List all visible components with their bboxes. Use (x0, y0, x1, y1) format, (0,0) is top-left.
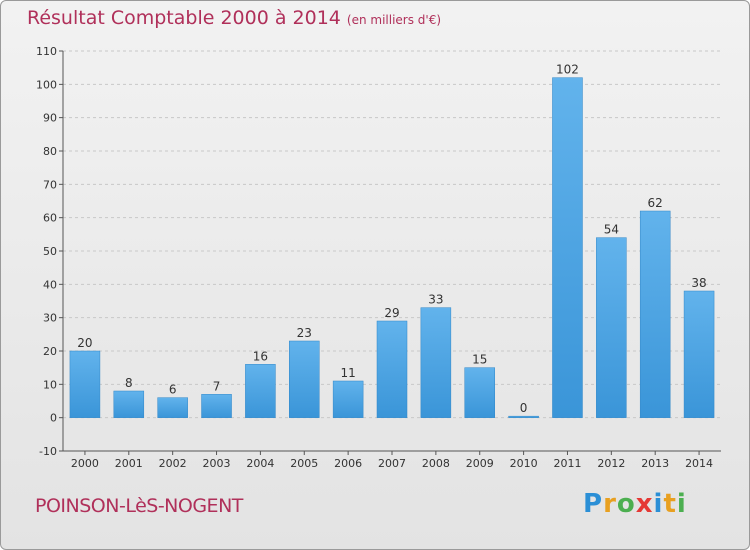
y-tick-label: 90 (43, 112, 57, 125)
x-tick-label: 2013 (641, 457, 669, 470)
x-tick-label: 2008 (422, 457, 450, 470)
y-tick-label: 0 (50, 412, 57, 425)
x-tick-label: 2006 (334, 457, 362, 470)
proxiti-logo: Proxiti (583, 489, 687, 519)
bar (508, 415, 539, 418)
data-label: 29 (384, 306, 399, 320)
chart-title: Résultat Comptable 2000 à 2014 (en millie… (27, 7, 441, 29)
x-tick-label: 2002 (159, 457, 187, 470)
y-tick-label: 100 (36, 78, 57, 91)
logo-letter: t (663, 489, 677, 519)
y-tick-label: 50 (43, 245, 57, 258)
x-tick-label: 2010 (510, 457, 538, 470)
data-label: 0 (520, 401, 528, 415)
x-tick-label: 2001 (115, 457, 143, 470)
bar (464, 367, 495, 418)
y-tick-label: 20 (43, 345, 57, 358)
commune-name: POINSON-LèS-NOGENT (35, 495, 243, 517)
bar (245, 364, 276, 418)
data-label: 6 (169, 383, 177, 397)
data-label: 11 (340, 366, 355, 380)
x-tick-label: 2011 (553, 457, 581, 470)
logo-letter: r (603, 489, 617, 519)
x-tick-label: 2007 (378, 457, 406, 470)
bar (596, 237, 627, 418)
y-tick-label: 10 (43, 378, 57, 391)
data-label: 62 (648, 196, 663, 210)
x-tick-label: 2012 (597, 457, 625, 470)
y-tick-label: 40 (43, 278, 57, 291)
data-label: 33 (428, 293, 443, 307)
data-label: 15 (472, 353, 487, 367)
chart-title-main: Résultat Comptable 2000 à 2014 (27, 7, 341, 29)
logo-letter: i (676, 489, 687, 519)
bar (201, 394, 232, 418)
x-tick-label: 2005 (290, 457, 318, 470)
bar (552, 77, 583, 418)
bar (420, 307, 452, 418)
bar (683, 290, 715, 418)
data-label: 7 (213, 379, 221, 393)
data-label: 23 (297, 326, 312, 340)
x-tick-label: 2000 (71, 457, 99, 470)
y-tick-label: -10 (39, 445, 57, 458)
y-tick-label: 110 (36, 45, 57, 58)
x-tick-label: 2004 (246, 457, 274, 470)
bar (289, 340, 320, 418)
data-label: 20 (77, 336, 92, 350)
x-tick-label: 2009 (466, 457, 494, 470)
data-label: 16 (253, 349, 268, 363)
data-label: 38 (691, 276, 706, 290)
y-tick-label: 60 (43, 212, 57, 225)
data-label: 54 (604, 223, 619, 237)
bar (376, 320, 408, 418)
logo-letter: o (616, 489, 636, 519)
bar (69, 350, 101, 418)
logo-letter: x (635, 489, 654, 519)
data-label: 102 (556, 63, 579, 77)
x-tick-label: 2014 (685, 457, 713, 470)
bar (113, 390, 145, 418)
bar (639, 210, 671, 418)
y-tick-label: 70 (43, 178, 57, 191)
x-tick-label: 2003 (203, 457, 231, 470)
logo-letter: i (653, 489, 664, 519)
logo-letter: P (583, 489, 604, 519)
y-tick-label: 80 (43, 145, 57, 158)
chart-subtitle: (en milliers d'€) (346, 13, 442, 27)
bar (332, 380, 364, 418)
y-tick-label: 30 (43, 312, 57, 325)
data-label: 8 (125, 376, 133, 390)
bar (157, 397, 188, 418)
